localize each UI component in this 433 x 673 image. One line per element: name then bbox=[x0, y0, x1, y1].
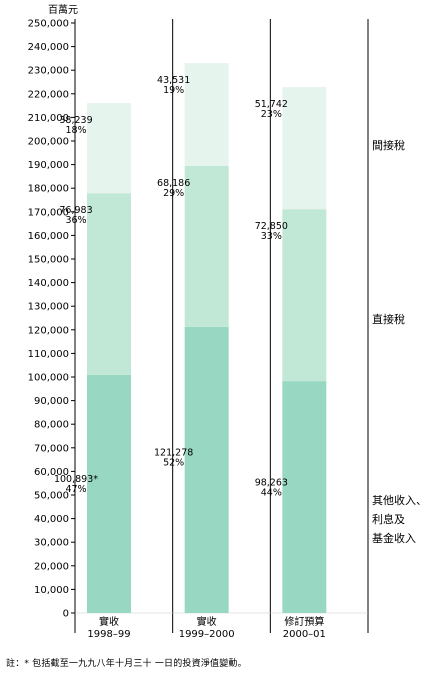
y-tick-label: 170,000 bbox=[28, 207, 69, 218]
y-tick-label: 40,000 bbox=[34, 514, 69, 525]
category-label-line-1: 修訂預算 bbox=[284, 615, 324, 628]
y-tick-label: 180,000 bbox=[28, 184, 69, 195]
bar-segment-other bbox=[87, 374, 131, 613]
legend-indirect-tax: 間接稅 bbox=[372, 139, 405, 152]
y-tick-label: 150,000 bbox=[28, 255, 69, 266]
y-tick-label: 90,000 bbox=[34, 396, 69, 407]
legend-direct-tax: 直接稅 bbox=[372, 313, 405, 326]
y-tick-label: 120,000 bbox=[28, 325, 69, 336]
category-label-line-2: 1999–2000 bbox=[179, 629, 235, 640]
bar-segment-direct bbox=[282, 209, 327, 382]
stacked-bar-chart: 0 10,000 20,000 30,000 40,000 50,000 60,000 70,… bbox=[28, 19, 369, 640]
y-tick-label: 0 bbox=[63, 609, 69, 620]
value-label-direct: 76,983 bbox=[59, 205, 92, 216]
y-tick-label: 80,000 bbox=[34, 420, 69, 431]
percent-label-indirect: 19% bbox=[163, 85, 184, 96]
bar-segment-direct bbox=[87, 193, 131, 375]
legend-other-line-2: 利息及 bbox=[372, 513, 405, 526]
percent-label-direct: 36% bbox=[65, 215, 86, 226]
category-label-line-2: 2000–01 bbox=[283, 629, 326, 640]
category-label-line-2: 1998–99 bbox=[87, 629, 130, 640]
y-tick-label: 240,000 bbox=[28, 42, 69, 53]
footnote: 註：* 包括截至一九九八年十月三十 一日的投資淨值變動。 bbox=[6, 659, 247, 669]
y-tick-label: 30,000 bbox=[34, 538, 69, 549]
y-tick-label: 130,000 bbox=[28, 302, 69, 313]
y-tick-label: 50,000 bbox=[34, 491, 69, 502]
percent-label-other: 44% bbox=[261, 487, 282, 498]
y-tick-label: 10,000 bbox=[34, 585, 69, 596]
y-tick-label: 200,000 bbox=[28, 137, 69, 148]
category-label-line-1: 實收 bbox=[197, 615, 217, 628]
percent-label-indirect: 23% bbox=[261, 109, 282, 120]
value-label-other: 100,893* bbox=[54, 474, 98, 485]
y-tick-label: 250,000 bbox=[28, 19, 69, 30]
legend-other-line-1: 其他收入、 bbox=[372, 494, 427, 507]
legend-other-revenue: 其他收入、 利息及 基金收入 bbox=[372, 491, 427, 548]
value-label-indirect: 51,742 bbox=[255, 99, 288, 110]
y-tick-label: 220,000 bbox=[28, 89, 69, 100]
y-tick-label: 230,000 bbox=[28, 66, 69, 77]
bar-segment-indirect bbox=[87, 102, 131, 194]
percent-label-indirect: 18% bbox=[65, 125, 86, 136]
legend-other-line-3: 基金收入 bbox=[372, 532, 416, 545]
value-label-direct: 68,186 bbox=[157, 178, 190, 189]
percent-label-direct: 29% bbox=[163, 188, 184, 199]
value-label-indirect: 43,531 bbox=[157, 75, 190, 86]
y-tick-label: 160,000 bbox=[28, 231, 69, 242]
y-tick-label: 70,000 bbox=[34, 443, 69, 454]
percent-label-other: 52% bbox=[163, 458, 184, 469]
y-tick-label: 210,000 bbox=[28, 113, 69, 124]
percent-label-other: 47% bbox=[65, 484, 86, 495]
bar-segment-other bbox=[184, 326, 229, 613]
bar-segment-indirect bbox=[184, 63, 229, 166]
bar-segment-other bbox=[282, 381, 327, 613]
bar-segment-direct bbox=[184, 165, 229, 327]
y-tick-label: 100,000 bbox=[28, 373, 69, 384]
y-tick-label: 20,000 bbox=[34, 561, 69, 572]
value-label-indirect: 38,239 bbox=[59, 115, 92, 126]
y-tick-label: 190,000 bbox=[28, 160, 69, 171]
y-tick-label: 110,000 bbox=[28, 349, 69, 360]
value-label-other: 121,278 bbox=[154, 448, 193, 459]
value-label-other: 98,263 bbox=[255, 477, 288, 488]
value-label-direct: 72,850 bbox=[255, 221, 288, 232]
y-tick-label: 140,000 bbox=[28, 278, 69, 289]
category-label-line-1: 實收 bbox=[99, 615, 119, 628]
y-tick-label: 60,000 bbox=[34, 467, 69, 478]
percent-label-direct: 33% bbox=[261, 231, 282, 242]
y-axis-unit-label: 百萬元 bbox=[48, 5, 78, 16]
bar-segment-indirect bbox=[282, 87, 327, 210]
